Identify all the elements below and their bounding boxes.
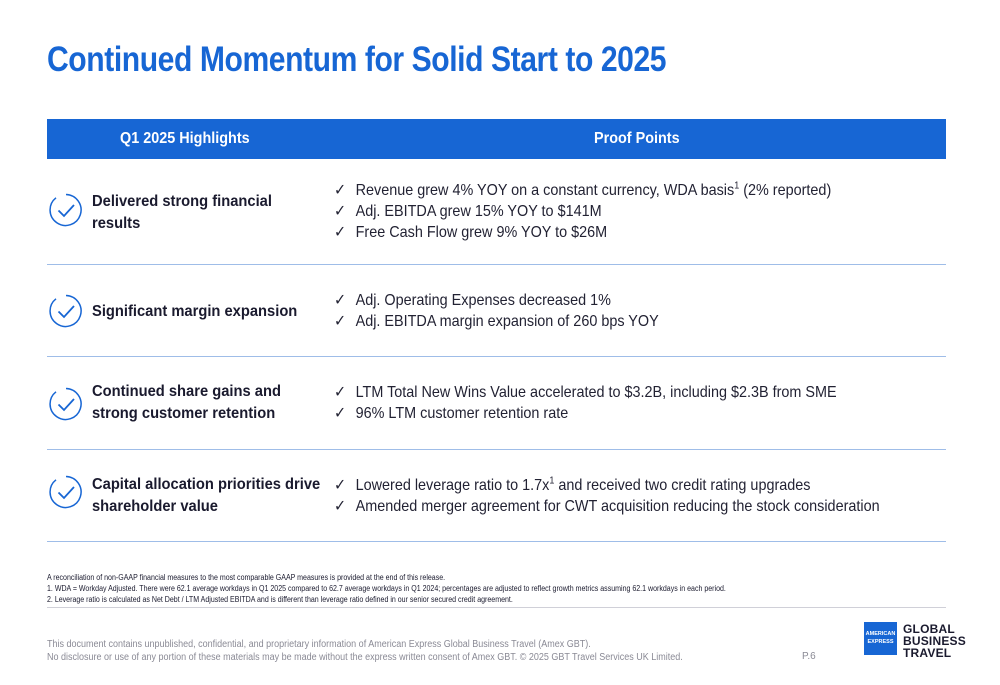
highlight-text: Continued share gains and strong custome…	[92, 383, 281, 422]
list-item: ✓ Lowered leverage ratio to 1.7x1 and rec…	[334, 475, 811, 494]
checkmark-icon: ✓	[334, 224, 347, 241]
row-divider	[47, 541, 946, 542]
disclaimer-line: This document contains unpublished, conf…	[47, 639, 591, 650]
list-item: ✓ Free Cash Flow grew 9% YOY to $26M	[334, 224, 608, 241]
list-item: ✓ Revenue grew 4% YOY on a constant curre…	[334, 180, 832, 199]
highlight-text: Capital allocation priorities drive shar…	[92, 476, 321, 515]
checkmark-icon: ✓	[334, 477, 347, 494]
page-number: P.6	[802, 651, 816, 662]
check-circle-icon	[49, 387, 82, 421]
checkmark-icon: ✓	[334, 384, 347, 401]
checkmark-icon: ✓	[334, 313, 347, 330]
table-header: Q1 2025 Highlights Proof Points	[47, 119, 946, 159]
checkmark-icon: ✓	[334, 405, 347, 422]
amex-logo-icon: AMERICAN EXPRESS	[864, 622, 897, 655]
table-row: Delivered strong financial results ✓ Reve…	[47, 160, 946, 265]
checkmark-icon: ✓	[334, 203, 347, 220]
list-item: ✓ Amended merger agreement for CWT acquis…	[334, 498, 880, 515]
footnote: A reconciliation of non-GAAP financial m…	[47, 573, 446, 582]
proof-points-list: ✓ LTM Total New Wins Value accelerated to…	[334, 382, 892, 424]
list-item: ✓ Adj. Operating Expenses decreased 1%	[334, 292, 611, 309]
check-circle-icon	[49, 294, 82, 328]
footnote: 1. WDA = Workday Adjusted. There were 62…	[47, 584, 726, 593]
table-row: Significant margin expansion ✓ Adj. Opera…	[47, 265, 946, 357]
header-highlights: Q1 2025 Highlights	[120, 130, 250, 147]
header-proof-points: Proof Points	[594, 130, 680, 147]
table-row: Continued share gains and strong custome…	[47, 357, 946, 450]
list-item: ✓ LTM Total New Wins Value accelerated to…	[334, 384, 837, 401]
list-item: ✓ 96% LTM customer retention rate	[334, 405, 569, 422]
list-item: ✓ Adj. EBITDA grew 15% YOY to $141M	[334, 203, 602, 220]
highlight-text: Significant margin expansion	[92, 303, 298, 320]
row-divider	[47, 356, 946, 357]
logo-wordmark: GLOBAL BUSINESS TRAVEL	[903, 622, 966, 660]
row-divider	[47, 449, 946, 450]
page-title: Continued Momentum for Solid Start to 20…	[47, 40, 667, 79]
checkmark-icon: ✓	[334, 292, 347, 309]
highlight-text: Delivered strong financial results	[92, 193, 272, 232]
footnote: 2. Leverage ratio is calculated as Net D…	[47, 595, 513, 604]
footnotes: A reconciliation of non-GAAP financial m…	[47, 572, 946, 605]
proof-points-list: ✓ Revenue grew 4% YOY on a constant curre…	[334, 180, 886, 243]
disclaimer-line: No disclosure or use of any portion of t…	[47, 652, 683, 663]
proof-points-list: ✓ Adj. Operating Expenses decreased 1% ✓ A…	[334, 290, 695, 332]
check-circle-icon	[49, 475, 82, 509]
footer-divider	[47, 607, 946, 608]
check-circle-icon	[49, 193, 82, 227]
disclaimer: This document contains unpublished, conf…	[47, 638, 753, 664]
table-row: Capital allocation priorities drive shar…	[47, 450, 946, 542]
list-item: ✓ Adj. EBITDA margin expansion of 260 bps…	[334, 313, 659, 330]
checkmark-icon: ✓	[334, 182, 347, 199]
proof-points-list: ✓ Lowered leverage ratio to 1.7x1 and rec…	[334, 475, 940, 517]
row-divider	[47, 264, 946, 265]
checkmark-icon: ✓	[334, 498, 347, 515]
